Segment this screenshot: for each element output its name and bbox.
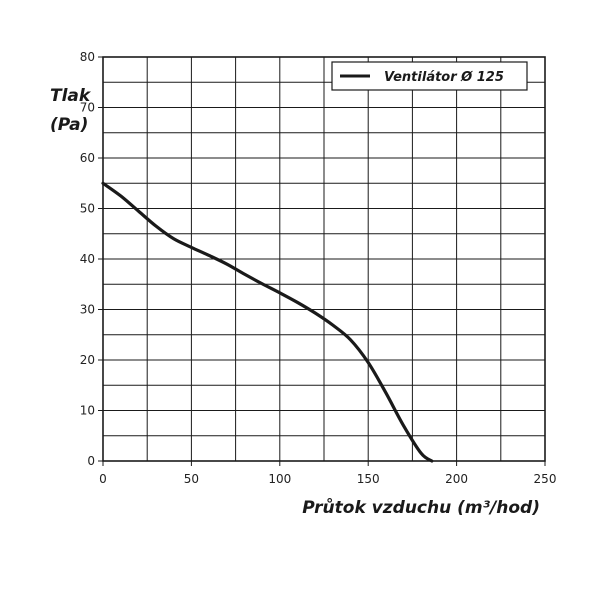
y-tick-label: 60 [80,151,95,165]
series-group [101,181,434,463]
y-tick-label: 20 [80,353,95,367]
x-tick-label: 250 [534,472,557,486]
y-tick-label: 40 [80,252,95,266]
plot-frame [102,56,546,462]
x-tick-label: 200 [445,472,468,486]
x-tick-labels: 0 50 100 150 200 250 [99,461,556,486]
y-tick-label: 30 [80,303,95,317]
x-tick-label: 0 [99,472,107,486]
y-axis-label-line2: (Pa) [50,115,88,135]
series-line [101,181,434,463]
y-tick-labels: 0 10 20 30 40 50 60 70 80 [80,50,103,468]
x-tick-label: 100 [268,472,291,486]
y-tick-label: 70 [80,101,95,115]
legend-label: Ventilátor Ø 125 [384,70,504,85]
x-tick-label: 150 [357,472,380,486]
x-axis-label: Průtok vzduchu (m³/hod) [302,497,540,518]
y-tick-label: 50 [80,202,95,216]
y-tick-label: 80 [80,50,95,64]
y-tick-label: 10 [80,404,95,418]
x-tick-label: 50 [184,472,199,486]
y-axis-label-line1: Tlak [50,86,92,106]
y-tick-label: 0 [87,454,95,468]
legend: Ventilátor Ø 125 [331,61,528,91]
